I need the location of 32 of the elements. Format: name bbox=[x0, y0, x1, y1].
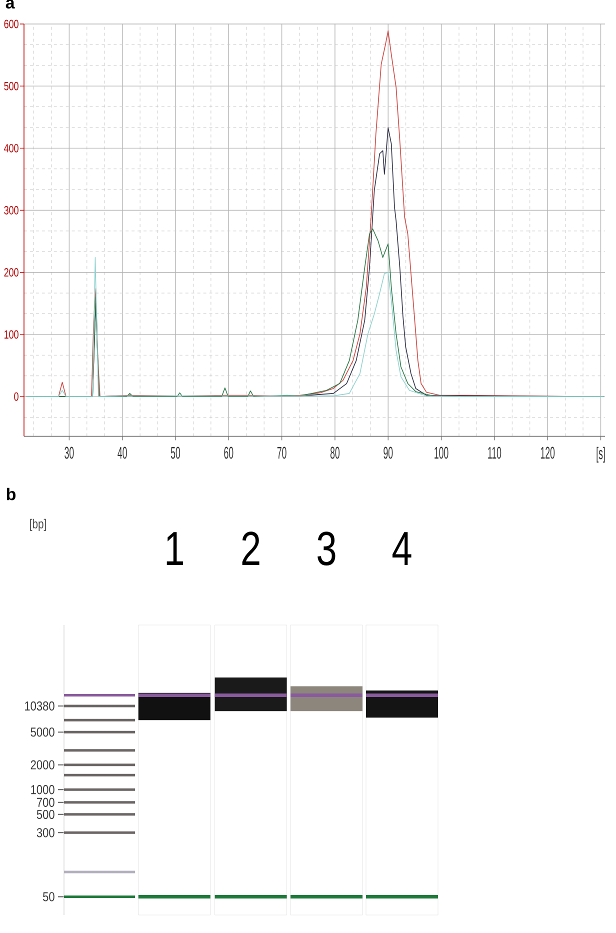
x-tick-label: 110 bbox=[488, 446, 502, 459]
x-tick-label: [s] bbox=[596, 446, 605, 463]
x-tick-label: 1 bbox=[166, 532, 183, 565]
y-tick-label: 10380 bbox=[25, 701, 54, 711]
x-tick-label: 40 bbox=[118, 446, 127, 459]
y-tick-label: 1000 bbox=[31, 785, 54, 794]
y-tick-label: 2000 bbox=[30, 760, 54, 770]
x-tick-label: 30 bbox=[64, 446, 74, 459]
y-tick-label: 600 bbox=[4, 20, 18, 28]
y-tick-label: 500 bbox=[36, 810, 54, 819]
y-tick-label: 5000 bbox=[30, 728, 54, 737]
x-tick-label: 100 bbox=[434, 446, 448, 459]
x-tick-label: 4 bbox=[392, 532, 412, 565]
y-tick-label: 300 bbox=[4, 206, 18, 214]
y-tick-label: 400 bbox=[4, 144, 18, 152]
y-tick-label: 700 bbox=[36, 798, 54, 807]
y-tick-label: 100 bbox=[4, 330, 18, 339]
y-tick-label: 50 bbox=[42, 892, 54, 902]
y-tick-label: 300 bbox=[36, 828, 54, 838]
x-tick-label: 2 bbox=[242, 532, 260, 565]
y-axis-title: [bp] bbox=[30, 518, 46, 531]
x-tick-label: 80 bbox=[330, 446, 340, 459]
x-tick-label: 120 bbox=[540, 446, 555, 459]
y-tick-label: 200 bbox=[4, 268, 18, 277]
chart-title: b bbox=[6, 488, 16, 500]
x-tick-label: 50 bbox=[170, 446, 180, 459]
y-tick-label: 500 bbox=[4, 82, 18, 90]
x-tick-label: 60 bbox=[224, 446, 234, 459]
x-tick-label: 3 bbox=[318, 532, 336, 566]
x-tick-label: 90 bbox=[384, 446, 393, 459]
y-tick-label: 0 bbox=[14, 392, 18, 401]
x-tick-label: 70 bbox=[277, 446, 286, 459]
